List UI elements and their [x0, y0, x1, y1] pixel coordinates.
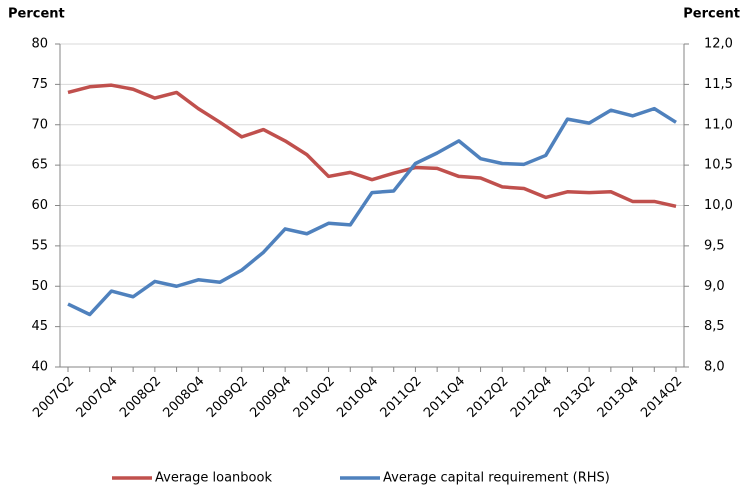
y2-tick-label: 12,0	[704, 37, 733, 52]
y2-tick-label: 8,5	[704, 319, 725, 334]
x-tick-label: 2012Q4	[508, 374, 555, 421]
x-tick-label: 2007Q2	[30, 374, 77, 421]
y2-tick-label: 8,0	[704, 360, 725, 375]
y2-tick-label: 10,0	[704, 198, 733, 213]
y-tick-label: 45	[31, 319, 48, 334]
x-tick-label: 2008Q2	[117, 374, 164, 421]
y-tick-label: 40	[31, 360, 48, 375]
x-tick-label: 2010Q4	[334, 374, 381, 421]
x-tick-label: 2014Q2	[638, 374, 685, 421]
y2-tick-label: 11,0	[704, 117, 733, 132]
y2-tick-label: 11,5	[704, 77, 733, 92]
x-tick-label: 2011Q2	[378, 374, 425, 421]
x-tick-label: 2012Q2	[465, 374, 512, 421]
x-tick-label: 2009Q2	[204, 374, 251, 421]
y-tick-label: 55	[31, 238, 48, 253]
series-line	[67, 83, 677, 209]
series-line	[67, 106, 677, 317]
y-tick-label: 50	[31, 279, 48, 294]
x-tick-label: 2010Q2	[291, 374, 338, 421]
x-tick-label: 2013Q2	[551, 374, 598, 421]
y-tick-label: 70	[31, 117, 48, 132]
y2-tick-label: 9,5	[704, 238, 725, 253]
y-tick-label: 65	[31, 158, 48, 173]
x-tick-label: 2013Q4	[595, 374, 642, 421]
y2-tick-label: 9,0	[704, 279, 725, 294]
y-tick-label: 60	[31, 198, 48, 213]
x-tick-label: 2007Q4	[74, 374, 121, 421]
y-tick-label: 80	[31, 37, 48, 52]
y-tick-label: 75	[31, 77, 48, 92]
legend-label: Average loanbook	[155, 471, 272, 486]
x-tick-label: 2008Q4	[161, 374, 208, 421]
legend-label: Average capital requirement (RHS)	[383, 471, 610, 486]
y2-tick-label: 10,5	[704, 158, 733, 173]
y2-axis-title: Percent	[683, 7, 740, 22]
x-tick-label: 2009Q4	[247, 374, 294, 421]
x-tick-label: 2011Q4	[421, 374, 468, 421]
y-axis-title: Percent	[8, 7, 65, 22]
